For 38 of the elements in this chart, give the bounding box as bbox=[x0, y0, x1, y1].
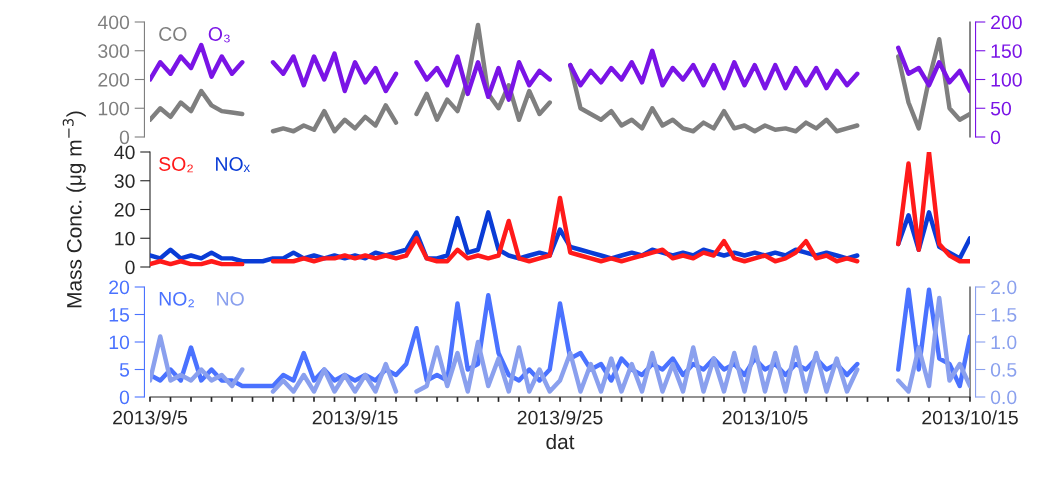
x-tick-label: 2013/10/5 bbox=[722, 410, 808, 425]
y2-tick-label: 1.5 bbox=[991, 308, 1017, 322]
y2-tick-label: 150 bbox=[991, 44, 1022, 58]
y2-tick-label: 0.5 bbox=[990, 362, 1017, 377]
text: CO bbox=[159, 27, 187, 41]
y-tick-label: 15 bbox=[109, 308, 130, 322]
series-label: O₃ bbox=[208, 27, 230, 43]
y-axis-title: Mass Conc. (μg m$^{−3}$) bbox=[62, 111, 86, 308]
y2-tick-label: 0.0 bbox=[990, 390, 1017, 405]
x-tick-label: 2013/9/25 bbox=[517, 410, 603, 425]
y-tick-label: 40 bbox=[114, 145, 135, 160]
y-tick-label: 0 bbox=[119, 130, 130, 145]
x-tick-label: 2013/10/15 bbox=[922, 410, 1018, 425]
y-tick-label: 0 bbox=[119, 390, 130, 405]
text: NOₓ bbox=[216, 157, 250, 173]
x-tick-label: 2013/9/5 bbox=[113, 410, 188, 425]
y2-tick-label: 200 bbox=[991, 15, 1022, 30]
y-tick-label: 400 bbox=[97, 15, 130, 30]
y2-tick-label: 100 bbox=[991, 72, 1022, 87]
y-tick-label: 20 bbox=[114, 202, 135, 217]
y-tick-label: 300 bbox=[98, 44, 130, 58]
y2-tick-label: 50 bbox=[990, 101, 1012, 116]
text: SO₂ bbox=[159, 157, 193, 173]
y-tick-label: 0 bbox=[125, 260, 135, 275]
y-tick-label: 100 bbox=[98, 101, 130, 116]
x-tick-label: 2013/9/15 bbox=[312, 410, 398, 425]
text: NO bbox=[217, 291, 244, 306]
y-tick-label: 20 bbox=[109, 280, 130, 295]
text: NO₂ bbox=[159, 291, 194, 308]
y-tick-label: 200 bbox=[98, 72, 130, 87]
y-tick-label: 5 bbox=[119, 363, 130, 377]
x-axis-title: dat bbox=[546, 433, 575, 450]
y-tick-label: 30 bbox=[114, 174, 135, 188]
y-tick-label: 10 bbox=[115, 231, 135, 246]
y2-tick-label: 2.0 bbox=[991, 280, 1017, 295]
y2-tick-label: 0 bbox=[990, 130, 1001, 145]
y2-tick-label: 1.0 bbox=[991, 335, 1017, 350]
y-tick-label: 10 bbox=[109, 335, 130, 350]
